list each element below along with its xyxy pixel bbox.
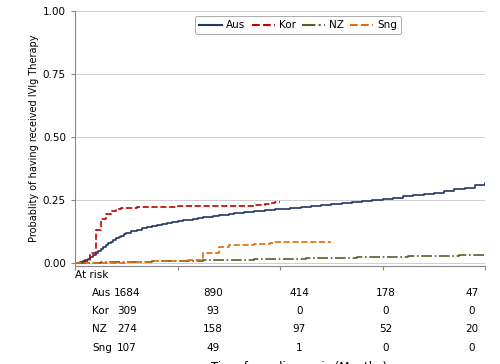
Text: 0: 0 [469,306,476,316]
Aus [236,211,242,215]
NZ [149,259,155,264]
Kor [226,203,232,208]
NZ [328,256,334,260]
Text: 178: 178 [376,288,396,298]
NZ [200,258,206,262]
Kor [118,206,124,211]
Text: 107: 107 [117,343,136,353]
Text: 0: 0 [382,343,389,353]
Text: 274: 274 [117,324,136,335]
NZ [405,254,411,258]
Aus [195,216,201,220]
Text: 52: 52 [379,324,392,335]
Sng [252,241,258,246]
Text: Sng: Sng [92,343,112,353]
Kor [108,209,114,213]
Kor [98,217,103,221]
NZ [72,261,78,265]
NZ [431,254,437,258]
NZ [482,253,488,257]
Text: 0: 0 [469,343,476,353]
Line: NZ: NZ [75,255,485,263]
Aus [482,181,488,185]
Text: 1684: 1684 [114,288,140,298]
Kor [149,205,155,209]
Kor [277,200,283,204]
Sng [98,261,103,265]
Y-axis label: Probablity of having received IVIg Therapy: Probablity of having received IVIg Thera… [28,35,38,242]
NZ [354,255,360,260]
Line: Kor: Kor [75,202,280,263]
Text: 0: 0 [296,306,302,316]
Sng [328,240,334,245]
Kor [72,261,78,265]
Sng [272,240,278,245]
NZ [456,253,462,258]
Kor [262,202,268,206]
Sng [216,245,222,249]
Text: 0: 0 [382,306,389,316]
Kor [267,201,273,205]
Kor [77,261,83,265]
Kor [103,212,109,216]
Text: Aus: Aus [92,288,112,298]
Sng [185,258,191,262]
Text: Kor: Kor [92,306,110,316]
Text: Time from diagnosis (Months): Time from diagnosis (Months) [212,361,388,364]
NZ [226,258,232,262]
Kor [252,203,258,207]
Sng [123,260,129,264]
Text: 97: 97 [293,324,306,335]
Kor [134,205,140,209]
Kor [82,258,88,263]
Legend: Aus, Kor, NZ, Sng: Aus, Kor, NZ, Sng [195,16,402,35]
Text: 93: 93 [206,306,220,316]
NZ [252,257,258,262]
Line: Sng: Sng [75,242,331,263]
NZ [277,257,283,261]
Aus [441,189,447,193]
NZ [302,256,308,261]
Sng [174,259,180,263]
Sng [72,261,78,265]
Text: 20: 20 [466,324,478,335]
NZ [380,255,386,259]
NZ [123,260,129,264]
Aus [77,260,83,264]
Sng [200,251,206,255]
Text: 1: 1 [296,343,302,353]
Kor [88,251,94,255]
NZ [98,260,103,265]
Line: Aus: Aus [75,183,485,263]
Kor [272,200,278,204]
Text: 49: 49 [206,343,220,353]
Text: 309: 309 [117,306,136,316]
Kor [113,207,119,211]
Text: NZ: NZ [92,324,107,335]
Kor [200,204,206,208]
NZ [174,259,180,263]
Text: 414: 414 [290,288,310,298]
Sng [149,259,155,264]
Aus [72,261,78,265]
Aus [123,231,129,236]
Kor [174,204,180,209]
Sng [267,240,273,245]
Text: 158: 158 [203,324,223,335]
Kor [92,228,98,233]
Text: 47: 47 [466,288,478,298]
Sng [277,240,283,245]
Text: 890: 890 [203,288,223,298]
Kor [123,206,129,210]
Aus [154,223,160,227]
Sng [302,240,308,245]
Text: At risk: At risk [75,270,108,280]
Sng [226,243,232,247]
